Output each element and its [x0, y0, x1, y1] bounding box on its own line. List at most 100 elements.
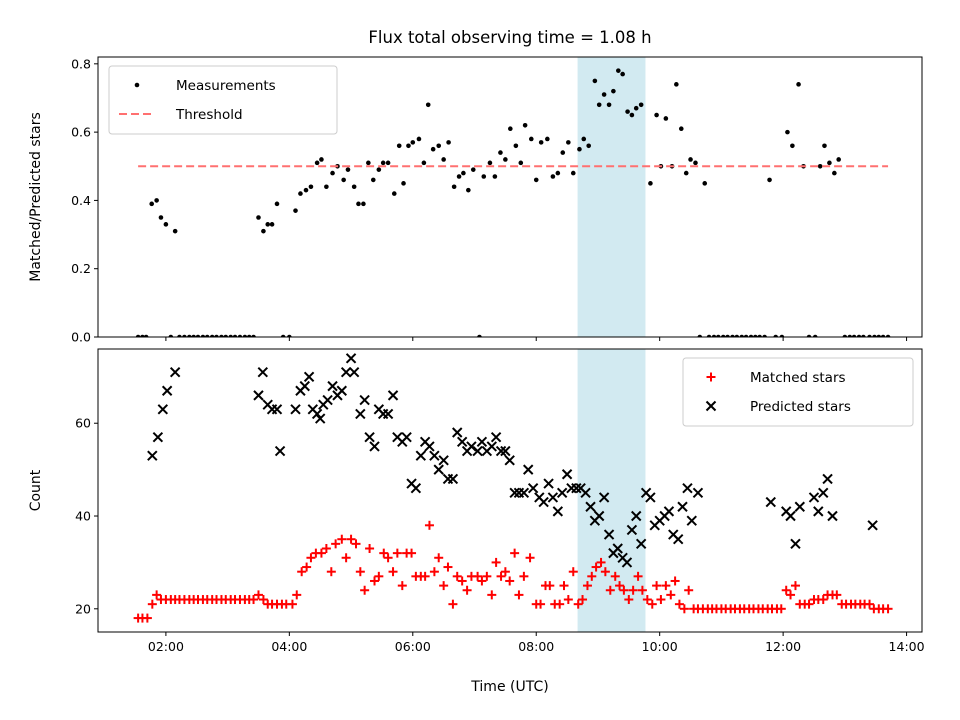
series-measurements-point — [280, 334, 286, 337]
series-predicted-stars-point-b — [424, 441, 435, 452]
series-matched-stars-point — [346, 534, 356, 544]
series-measurements-point — [601, 92, 607, 97]
series-predicted-stars-point-b — [303, 371, 315, 383]
series-measurements-point — [796, 82, 801, 87]
series-measurements-point — [223, 334, 229, 337]
series-measurements-point — [570, 170, 576, 176]
series-matched-stars-point — [258, 595, 268, 605]
series-measurements-point — [767, 177, 772, 183]
y-tick-label: 40 — [75, 509, 91, 524]
series-measurements-point — [716, 334, 721, 337]
series-predicted-stars-point — [410, 482, 422, 494]
series-predicted-stars-point-b — [663, 506, 675, 517]
series-predicted-stars-point-b — [476, 436, 488, 447]
series-predicted-stars-point — [827, 510, 838, 522]
y-tick-label: 0.4 — [71, 193, 91, 208]
legend-item-predicted-stars: Predicted stars — [705, 399, 851, 415]
series-measurements-point — [401, 181, 406, 186]
series-measurements-point — [762, 334, 767, 337]
series-predicted-stars-point — [369, 441, 380, 452]
series-matched-stars-point — [679, 604, 689, 614]
series-predicted-stars-point-b — [635, 538, 647, 550]
series-measurements-point — [880, 334, 886, 337]
series-matched-stars-point — [424, 520, 434, 530]
series-measurements-point — [555, 170, 561, 176]
series-matched-stars-point — [365, 543, 375, 553]
series-measurements-point — [812, 334, 818, 337]
series-predicted-stars-point — [447, 473, 459, 485]
series-predicted-stars-point-b — [257, 366, 269, 378]
series-predicted-stars-point — [147, 450, 158, 461]
series-predicted-stars-point-b — [672, 534, 684, 545]
series-measurements-point — [446, 140, 451, 145]
series-predicted-stars-point — [603, 529, 615, 540]
series-predicted-stars-point-b — [593, 510, 605, 522]
series-predicted-stars-point — [424, 441, 435, 452]
series-measurements-point — [200, 334, 206, 337]
series-matched-stars-point — [397, 581, 407, 591]
series-matched-stars-point — [443, 562, 453, 572]
series-measurements-point — [674, 82, 679, 87]
series-predicted-stars-point — [415, 450, 427, 461]
legend-label: Threshold — [175, 107, 243, 123]
series-matched-stars-point — [619, 585, 629, 595]
series-matched-stars-point — [600, 567, 610, 577]
series-measurements-point — [606, 102, 612, 108]
series-predicted-stars-point-b — [523, 464, 534, 475]
y-tick-label: 0.0 — [71, 330, 91, 345]
series-predicted-stars-point — [663, 506, 675, 517]
series-measurements-point — [303, 187, 309, 193]
series-predicted-stars-point-b — [813, 506, 824, 517]
series-matched-stars-point — [249, 595, 259, 605]
series-matched-stars-point — [674, 599, 684, 609]
series-predicted-stars-point — [345, 353, 357, 364]
series-predicted-stars-point — [290, 404, 301, 415]
series-predicted-stars-point — [552, 506, 564, 517]
legend: Measurements Threshold — [108, 65, 338, 135]
series-predicted-stars-point-b — [147, 450, 158, 461]
series-predicted-stars-point — [543, 478, 554, 489]
series-predicted-stars-point — [486, 441, 497, 452]
series-measurements-point — [191, 334, 196, 337]
series-measurements-point — [748, 334, 754, 337]
series-matched-stars-point — [790, 581, 800, 591]
series-matched-stars-point — [514, 590, 524, 600]
series-predicted-stars-point — [336, 385, 348, 396]
series-measurements-point — [209, 334, 215, 337]
series-measurements-point — [508, 126, 513, 132]
series-measurements-point — [596, 102, 602, 108]
series-predicted-stars-point-b — [556, 487, 568, 499]
series-predicted-stars-point — [161, 385, 173, 396]
series-matched-stars-point — [462, 585, 472, 595]
series-measurements-point — [757, 334, 762, 337]
series-predicted-stars-point-b — [382, 408, 394, 420]
series-predicted-stars-point — [571, 482, 582, 494]
series-matched-stars-point — [573, 599, 583, 609]
series-measurements-point — [204, 334, 210, 337]
series-matched-stars-point — [429, 567, 439, 577]
series-matched-stars-point — [637, 585, 647, 595]
series-predicted-stars-point — [364, 431, 375, 443]
series-predicted-stars-point — [271, 404, 283, 415]
series-predicted-stars-point-b — [253, 390, 264, 401]
series-measurements-point — [470, 167, 476, 172]
series-matched-stars-point — [776, 604, 786, 614]
series-predicted-stars-point-b — [322, 394, 333, 406]
series-predicted-stars-point-b — [271, 404, 283, 415]
series-measurements-point — [806, 334, 812, 337]
series-predicted-stars-point — [476, 436, 488, 447]
series-predicted-stars-point — [466, 441, 477, 452]
series-matched-stars-point — [633, 571, 643, 581]
series-measurements-point — [861, 334, 866, 337]
legend-box — [682, 357, 914, 427]
series-predicted-stars-point — [303, 371, 315, 383]
series-measurements-point — [330, 170, 335, 176]
series-measurements-point — [560, 150, 566, 155]
series-measurements-point — [135, 334, 141, 337]
series-matched-stars-point — [832, 590, 842, 600]
series-predicted-stars-point — [157, 404, 169, 415]
series-measurements-point — [351, 184, 357, 190]
series-measurements-point — [592, 78, 598, 84]
series-measurements-point — [182, 334, 187, 337]
series-matched-stars-point — [545, 581, 555, 591]
